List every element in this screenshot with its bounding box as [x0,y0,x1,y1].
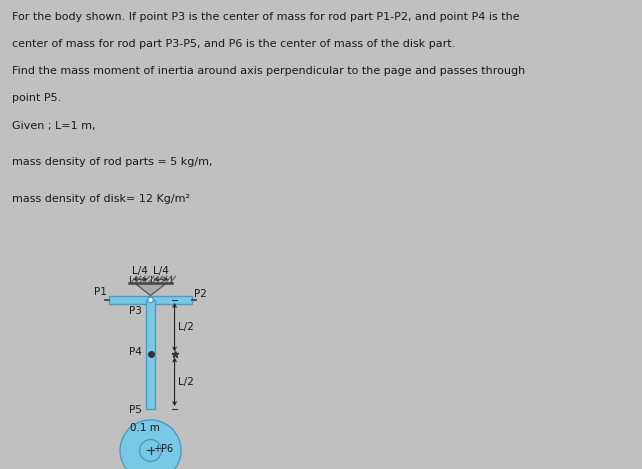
Text: For the body shown. If point P3 is the center of mass for rod part P1-P2, and po: For the body shown. If point P3 is the c… [12,12,519,22]
Text: Given ; L=1 m,: Given ; L=1 m, [12,121,95,130]
Text: L/2: L/2 [178,322,194,332]
Text: 0.1 m: 0.1 m [130,423,160,433]
Text: P3: P3 [129,306,142,317]
Text: P4: P4 [129,348,142,357]
Text: L/4: L/4 [132,266,148,277]
Text: P5: P5 [129,405,142,415]
Text: Find the mass moment of inertia around axis perpendicular to the page and passes: Find the mass moment of inertia around a… [12,66,525,76]
Text: +P6: +P6 [153,444,173,454]
Polygon shape [109,295,192,304]
Text: P2: P2 [194,289,207,299]
Circle shape [148,297,153,303]
Text: L/4: L/4 [153,266,169,277]
Text: point P5.: point P5. [12,93,61,103]
Text: mass density of rod parts = 5 kg/m,: mass density of rod parts = 5 kg/m, [12,157,212,167]
Circle shape [120,420,181,469]
Text: center of mass for rod part P3-P5, and P6 is the center of mass of the disk part: center of mass for rod part P3-P5, and P… [12,39,455,49]
Text: L/2: L/2 [178,377,194,387]
Polygon shape [146,300,155,409]
Text: P1: P1 [94,287,107,297]
Polygon shape [135,284,166,295]
Text: mass density of disk= 12 Kg/m²: mass density of disk= 12 Kg/m² [12,194,189,204]
